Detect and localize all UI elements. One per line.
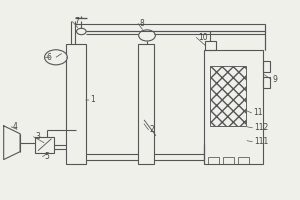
Text: 9: 9 xyxy=(272,75,277,84)
Bar xyxy=(210,66,246,126)
Bar xyxy=(138,44,154,164)
Bar xyxy=(223,157,234,164)
Bar xyxy=(238,157,248,164)
Text: 4: 4 xyxy=(13,122,17,131)
Bar xyxy=(204,50,263,164)
Text: 2: 2 xyxy=(150,125,155,134)
Text: 1: 1 xyxy=(90,96,95,104)
Text: 7: 7 xyxy=(74,17,79,26)
Bar xyxy=(208,157,219,164)
Text: 111: 111 xyxy=(254,137,268,146)
Text: 8: 8 xyxy=(140,19,144,28)
Text: 3: 3 xyxy=(35,132,40,141)
Bar xyxy=(263,61,270,72)
Text: 10: 10 xyxy=(198,33,207,42)
Bar xyxy=(205,41,216,50)
Text: 112: 112 xyxy=(254,123,268,132)
Text: 11: 11 xyxy=(253,108,262,117)
Circle shape xyxy=(45,50,67,65)
Circle shape xyxy=(139,30,155,41)
Bar xyxy=(35,137,54,153)
Circle shape xyxy=(76,28,86,35)
Bar xyxy=(263,77,270,88)
Text: 5: 5 xyxy=(44,152,49,161)
Text: 6: 6 xyxy=(47,53,52,62)
Bar xyxy=(66,44,86,164)
